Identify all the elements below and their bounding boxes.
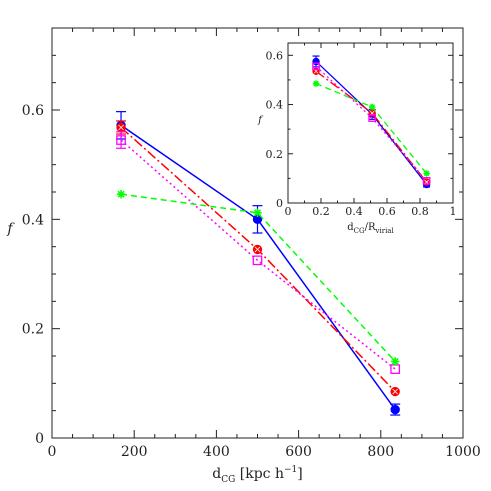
main-series-1-point: [390, 386, 400, 397]
main-series-1-point: [252, 244, 263, 255]
main-x-tick-label: 1000: [445, 444, 481, 460]
inset-series-3-point: [368, 103, 376, 111]
inset-y-tick-label: 0.2: [266, 148, 284, 161]
inset-y-tick-label: 0: [276, 197, 283, 210]
main-series-0-point: [390, 404, 400, 415]
inset-series-2-point: [312, 62, 320, 71]
main-x-tick-label: 0: [48, 444, 57, 460]
main-series-2-error-bar: [116, 131, 127, 149]
main-x-tick-label: 600: [285, 444, 312, 460]
main-y-tick-label: 0.2: [22, 322, 44, 338]
main-series-2-line: [120, 139, 396, 370]
inset-series-2-point: [368, 114, 377, 122]
inset-plot: 0 0.2 0.4 0.6 0.8 1 0 0.2 0.4 0.6 dCG/Rvirial f: [257, 42, 457, 235]
main-series-1-point: [116, 122, 126, 133]
inset-x-tick-label: 0: [285, 205, 292, 218]
main-y-tick-label: 0.4: [22, 212, 44, 228]
main-x-tick-label: 800: [367, 444, 394, 460]
inset-x-tick-label: 1: [450, 205, 457, 218]
inset-x-tick-label: 0.6: [378, 205, 396, 218]
main-series-2-point: [252, 255, 263, 266]
main-x-axis-label: dCG [kpc h−1]: [212, 465, 302, 485]
main-series-3-point: [116, 189, 126, 199]
inset-series-3-point: [423, 170, 430, 177]
main-series-3-point: [253, 208, 262, 217]
main-y-axis-label: f: [6, 221, 15, 237]
inset-x-tick-label: 0.8: [411, 205, 429, 218]
inset-series-2-point: [422, 176, 431, 185]
main-x-tick-label: 200: [121, 444, 148, 460]
main-series-3-line: [120, 193, 396, 362]
inset-y-axis-label: f: [257, 115, 264, 126]
main-y-tick-label: 0.6: [22, 103, 44, 119]
inset-x-axis-label: dCG/Rvirial: [347, 222, 394, 235]
inset-y-tick-label: 0.4: [266, 99, 284, 112]
inset-series-3-point: [312, 80, 320, 87]
main-y-tick-label: 0: [35, 431, 44, 447]
main-series-2-point: [116, 135, 126, 145]
main-x-tick-label: 400: [203, 444, 230, 460]
inset-x-tick-label: 0.2: [312, 205, 330, 218]
inset-y-tick-label: 0.6: [266, 49, 284, 62]
main-series-3-point: [390, 357, 400, 366]
inset-series-2-line: [315, 65, 428, 182]
inset-x-tick-label: 0.4: [345, 205, 363, 218]
